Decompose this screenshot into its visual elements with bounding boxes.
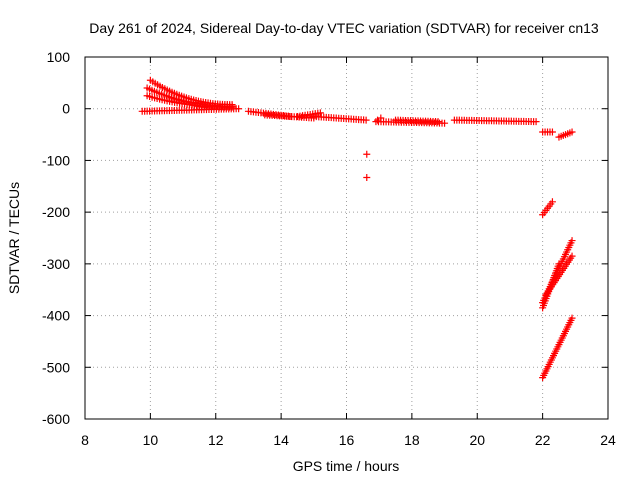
x-tick-label: 22: [535, 432, 551, 448]
y-tick-label: -400: [42, 308, 70, 324]
y-tick-label: -300: [42, 256, 70, 272]
x-tick-label: 18: [404, 432, 420, 448]
chart-title: Day 261 of 2024, Sidereal Day-to-day VTE…: [89, 20, 599, 36]
data-point: [374, 116, 382, 124]
data-point: [548, 198, 556, 206]
y-tick-label: -200: [42, 204, 70, 220]
x-axis-label: GPS time / hours: [293, 458, 400, 474]
y-tick-label: 100: [47, 49, 71, 65]
data-point: [532, 118, 540, 126]
data-point: [568, 314, 576, 322]
data-point: [568, 252, 576, 260]
data-point: [362, 116, 370, 124]
x-tick-label: 16: [339, 432, 355, 448]
y-tick-label: 0: [62, 101, 70, 117]
x-tick-label: 8: [81, 432, 89, 448]
data-point: [568, 128, 576, 136]
data-point: [235, 105, 243, 113]
data-point: [548, 128, 556, 136]
axis-ticks: 8 10 12 14 16 18 20 22 24 100 0 -100 -200 -300 -400 -50…: [42, 49, 616, 448]
data-point: [228, 101, 236, 109]
data-point: [441, 119, 449, 127]
x-tick-label: 24: [600, 432, 616, 448]
y-tick-label: -500: [42, 359, 70, 375]
x-tick-label: 12: [208, 432, 224, 448]
y-axis-label: SDTVAR / TECUs: [6, 182, 22, 294]
data-point: [568, 237, 576, 245]
data-point: [316, 109, 324, 117]
plot-frame: [84, 56, 609, 420]
data-points: [138, 76, 576, 382]
y-tick-label: -100: [42, 152, 70, 168]
data-point: [363, 150, 371, 158]
x-tick-label: 10: [143, 432, 159, 448]
y-tick-label: -600: [42, 411, 70, 427]
data-point: [434, 118, 442, 126]
data-point: [363, 173, 371, 181]
x-tick-label: 14: [273, 432, 289, 448]
x-tick-label: 20: [469, 432, 485, 448]
